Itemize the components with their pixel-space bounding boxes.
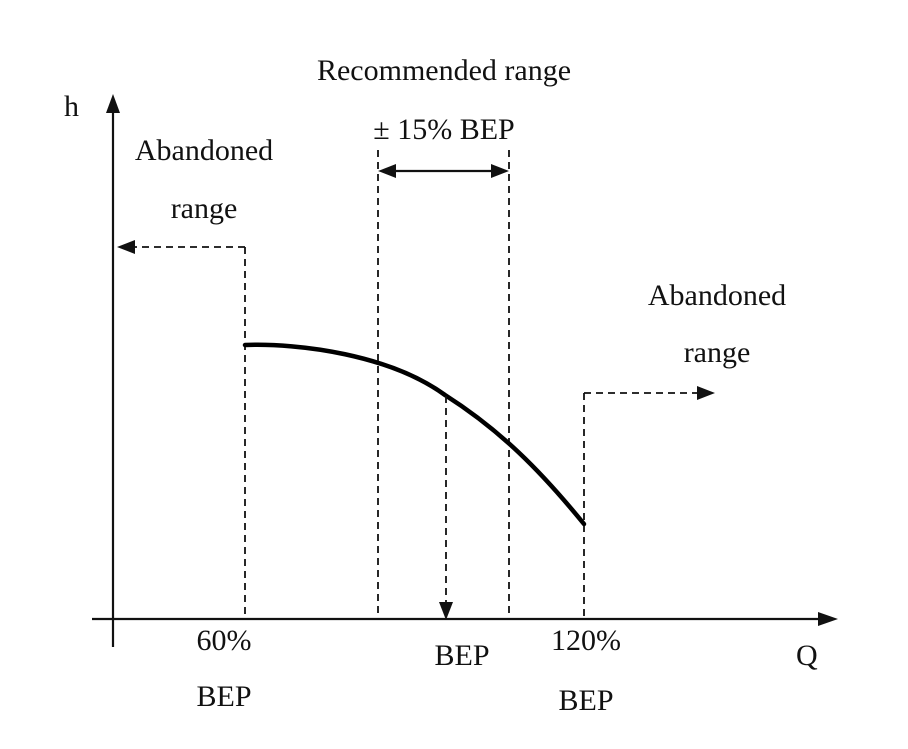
abandoned-right-arrowhead (697, 386, 715, 400)
tick-120-percent-line2: BEP (558, 684, 613, 717)
abandoned-range-left-line2: range (171, 192, 238, 225)
y-axis-arrowhead (106, 94, 120, 113)
pump-head-curve (242, 342, 587, 527)
tick-60-percent-line1: 60% (197, 624, 252, 657)
abandoned-range-right-line1: Abandoned (648, 279, 786, 312)
span-arrowhead-right (491, 164, 509, 178)
span-arrowhead-left (378, 164, 396, 178)
abandoned-left-arrowhead (117, 240, 135, 254)
bep-arrowhead (439, 602, 453, 620)
x-axis-label: Q (796, 639, 818, 672)
recommended-range-title: Recommended range (317, 54, 571, 87)
tick-120-percent-line1: 120% (551, 624, 621, 657)
y-axis-label: h (64, 90, 79, 123)
abandoned-range-right-line2: range (684, 336, 751, 369)
recommended-range-width-label: ± 15% BEP (373, 113, 514, 146)
x-axis-arrowhead (818, 612, 838, 626)
tick-60-percent-line2: BEP (196, 680, 251, 713)
abandoned-range-left-line1: Abandoned (135, 134, 273, 167)
tick-bep-label: BEP (434, 639, 489, 672)
